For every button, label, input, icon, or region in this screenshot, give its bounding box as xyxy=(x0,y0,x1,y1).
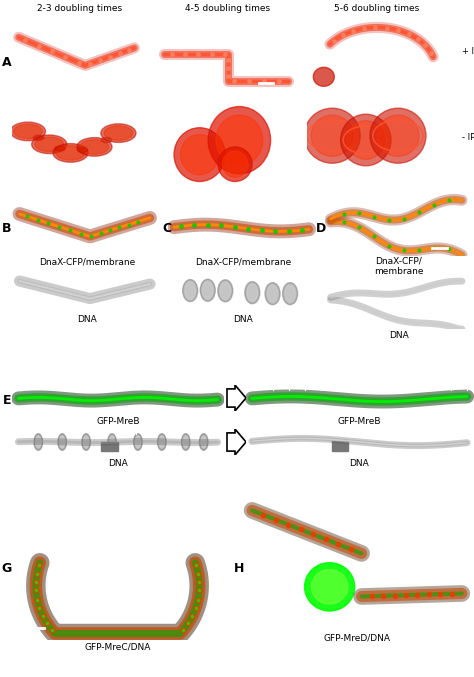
Text: A: A xyxy=(2,56,12,70)
Ellipse shape xyxy=(80,139,109,154)
Text: GFP-MreD/DNA: GFP-MreD/DNA xyxy=(323,634,391,642)
Ellipse shape xyxy=(182,280,198,301)
Ellipse shape xyxy=(283,282,298,305)
Polygon shape xyxy=(227,429,246,455)
Ellipse shape xyxy=(285,285,295,303)
Ellipse shape xyxy=(109,436,115,448)
Ellipse shape xyxy=(220,282,230,300)
Ellipse shape xyxy=(200,279,215,301)
Ellipse shape xyxy=(101,137,112,143)
Ellipse shape xyxy=(60,436,65,448)
Text: F: F xyxy=(235,393,243,406)
Text: E: E xyxy=(3,393,11,406)
Ellipse shape xyxy=(36,436,41,448)
Ellipse shape xyxy=(202,282,213,299)
Text: C: C xyxy=(163,223,172,236)
Polygon shape xyxy=(386,202,399,210)
Polygon shape xyxy=(238,217,250,223)
Bar xyxy=(332,441,348,451)
Ellipse shape xyxy=(347,121,385,159)
Ellipse shape xyxy=(185,282,195,299)
Text: D: D xyxy=(316,223,326,236)
Text: 4-5 doubling times: 4-5 doubling times xyxy=(185,4,271,13)
Polygon shape xyxy=(273,220,285,227)
Text: 2-3 doubling times: 2-3 doubling times xyxy=(37,4,122,13)
Ellipse shape xyxy=(53,144,88,162)
Ellipse shape xyxy=(341,114,391,166)
Ellipse shape xyxy=(222,151,248,177)
Ellipse shape xyxy=(216,115,263,165)
Ellipse shape xyxy=(311,115,353,156)
Text: B: B xyxy=(2,223,12,236)
Ellipse shape xyxy=(58,434,66,450)
Ellipse shape xyxy=(104,126,133,140)
Ellipse shape xyxy=(245,282,260,304)
Text: H: H xyxy=(234,563,244,575)
Text: GFP-MreB: GFP-MreB xyxy=(96,416,140,426)
Ellipse shape xyxy=(200,434,208,450)
Ellipse shape xyxy=(33,135,44,140)
Text: DNA: DNA xyxy=(389,330,409,339)
Ellipse shape xyxy=(370,108,426,163)
Ellipse shape xyxy=(183,436,188,448)
Ellipse shape xyxy=(35,137,64,152)
Text: GFP-MreB: GFP-MreB xyxy=(338,416,381,426)
Ellipse shape xyxy=(305,563,355,611)
Ellipse shape xyxy=(108,434,116,450)
Text: 5-6 doubling times: 5-6 doubling times xyxy=(334,4,419,13)
Ellipse shape xyxy=(10,122,46,141)
Text: G: G xyxy=(2,563,12,575)
Text: DNA: DNA xyxy=(77,315,97,324)
Ellipse shape xyxy=(208,106,271,174)
Ellipse shape xyxy=(32,135,67,154)
Ellipse shape xyxy=(304,108,360,163)
Ellipse shape xyxy=(313,67,334,86)
Text: DNA: DNA xyxy=(233,315,253,324)
Ellipse shape xyxy=(181,135,219,175)
Text: GFP-MreC/DNA: GFP-MreC/DNA xyxy=(84,642,151,651)
Ellipse shape xyxy=(77,137,112,156)
Ellipse shape xyxy=(267,285,278,303)
Polygon shape xyxy=(257,219,269,226)
Ellipse shape xyxy=(56,146,85,160)
Ellipse shape xyxy=(174,128,225,181)
Ellipse shape xyxy=(134,434,142,450)
Ellipse shape xyxy=(265,283,280,305)
Ellipse shape xyxy=(77,148,88,152)
Text: DnaX-CFP/membrane: DnaX-CFP/membrane xyxy=(195,257,291,267)
Text: DNA: DNA xyxy=(108,458,128,468)
Ellipse shape xyxy=(157,434,166,450)
Ellipse shape xyxy=(218,147,252,181)
Ellipse shape xyxy=(218,280,233,302)
Bar xyxy=(101,442,118,451)
Ellipse shape xyxy=(311,569,348,604)
Ellipse shape xyxy=(101,124,136,142)
Polygon shape xyxy=(45,214,57,219)
Ellipse shape xyxy=(34,434,43,450)
Text: DNA: DNA xyxy=(350,458,369,468)
Polygon shape xyxy=(63,219,75,225)
Ellipse shape xyxy=(14,124,42,139)
Ellipse shape xyxy=(182,434,190,450)
Polygon shape xyxy=(227,385,246,411)
Text: DnaX-CFP/
membrane: DnaX-CFP/ membrane xyxy=(374,257,423,276)
Ellipse shape xyxy=(247,284,257,301)
Text: + IPTG: + IPTG xyxy=(462,47,474,56)
Ellipse shape xyxy=(159,436,164,448)
Ellipse shape xyxy=(135,436,141,448)
Ellipse shape xyxy=(377,115,419,156)
Ellipse shape xyxy=(201,436,206,448)
Text: DnaX-CFP/membrane: DnaX-CFP/membrane xyxy=(39,257,135,267)
Ellipse shape xyxy=(83,436,89,448)
Text: - IPTG: - IPTG xyxy=(462,133,474,141)
Ellipse shape xyxy=(55,146,65,151)
Polygon shape xyxy=(80,225,92,231)
Ellipse shape xyxy=(82,434,91,450)
